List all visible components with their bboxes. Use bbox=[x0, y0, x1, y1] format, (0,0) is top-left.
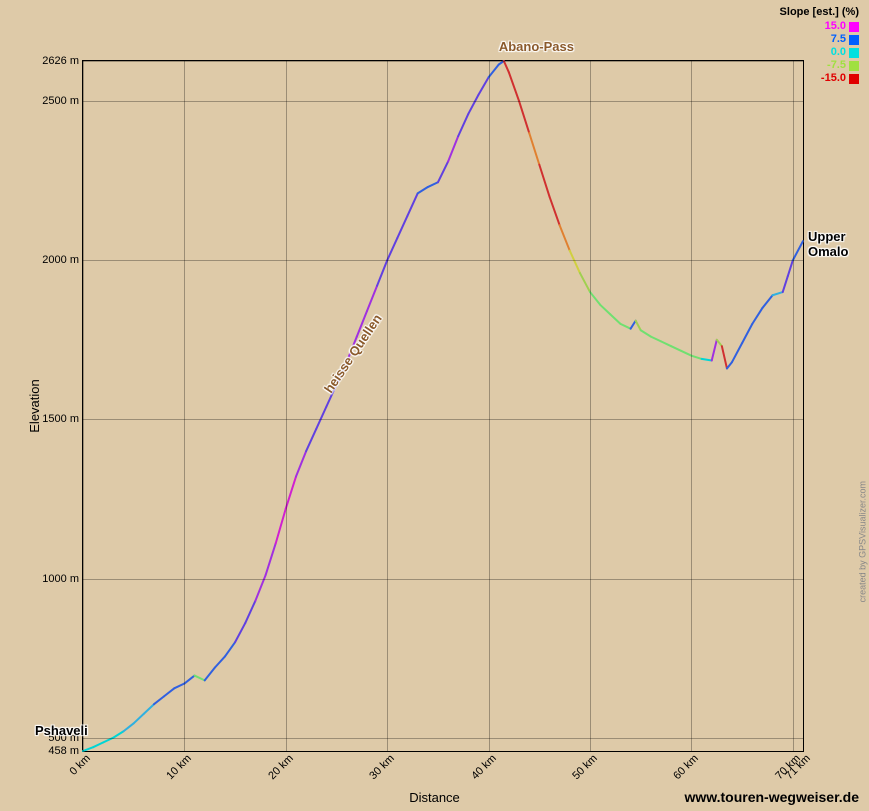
plot-area: 0 km10 km20 km30 km40 km50 km60 km70 km7… bbox=[82, 60, 804, 752]
gridline-y bbox=[83, 61, 803, 62]
y-tick-label: 1500 m bbox=[42, 413, 83, 425]
y-tick-label: 2000 m bbox=[42, 254, 83, 266]
legend-item: -15.0 bbox=[780, 72, 859, 85]
x-tick-label: 60 km bbox=[670, 751, 701, 782]
source-url: www.touren-wegweiser.de bbox=[684, 789, 859, 805]
x-tick-label: 40 km bbox=[467, 751, 498, 782]
gridline-y bbox=[83, 751, 803, 752]
x-tick-label: 10 km bbox=[163, 751, 194, 782]
x-tick-label: 30 km bbox=[366, 751, 397, 782]
waypoint-label: Pshaveli bbox=[35, 723, 88, 738]
gridline-x bbox=[184, 61, 185, 751]
gridline-x bbox=[793, 61, 794, 751]
y-axis-label: Elevation bbox=[27, 379, 42, 432]
gridline-y bbox=[83, 260, 803, 261]
gridline-x bbox=[286, 61, 287, 751]
y-tick-label: 2626 m bbox=[42, 55, 83, 67]
gridline-x bbox=[387, 61, 388, 751]
gridline-x bbox=[803, 61, 804, 751]
gridline-x bbox=[83, 61, 84, 751]
waypoint-label: UpperOmalo bbox=[808, 229, 848, 259]
y-tick-label: 1000 m bbox=[42, 573, 83, 585]
elevation-chart: Elevation Distance 0 km10 km20 km30 km40… bbox=[0, 0, 869, 811]
gridline-x bbox=[590, 61, 591, 751]
x-tick-label: 50 km bbox=[569, 751, 600, 782]
y-tick-label: 2500 m bbox=[42, 95, 83, 107]
legend-item: 7.5 bbox=[780, 33, 859, 46]
x-tick-label: 20 km bbox=[265, 751, 296, 782]
gridline-y bbox=[83, 419, 803, 420]
gridline-x bbox=[691, 61, 692, 751]
elevation-profile-line bbox=[83, 61, 803, 751]
legend-item: -7.5 bbox=[780, 59, 859, 72]
legend-title: Slope [est.] (%) bbox=[780, 6, 859, 19]
legend-item: 15.0 bbox=[780, 20, 859, 33]
legend-swatch bbox=[849, 48, 859, 58]
y-tick-label: 458 m bbox=[48, 745, 83, 757]
legend-swatch bbox=[849, 22, 859, 32]
slope-legend: Slope [est.] (%) 15.07.50.0-7.5-15.0 bbox=[780, 6, 859, 85]
credit-text: created by GPSVisualizer.com bbox=[857, 481, 867, 602]
legend-swatch bbox=[849, 61, 859, 71]
x-axis-label: Distance bbox=[409, 790, 460, 805]
waypoint-label: Abano-Pass bbox=[499, 39, 574, 54]
gridline-y bbox=[83, 579, 803, 580]
legend-swatch bbox=[849, 35, 859, 45]
legend-item: 0.0 bbox=[780, 46, 859, 59]
gridline-y bbox=[83, 101, 803, 102]
gridline-x bbox=[489, 61, 490, 751]
gridline-y bbox=[83, 738, 803, 739]
legend-swatch bbox=[849, 74, 859, 84]
